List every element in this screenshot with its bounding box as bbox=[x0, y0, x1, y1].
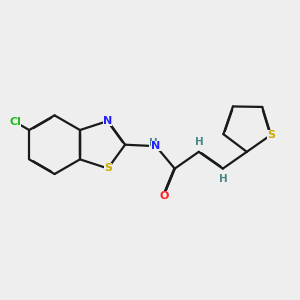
Text: H: H bbox=[219, 174, 228, 184]
Text: N: N bbox=[103, 116, 112, 126]
Text: O: O bbox=[160, 191, 169, 201]
Text: S: S bbox=[267, 130, 275, 140]
Text: N: N bbox=[151, 141, 160, 151]
Text: S: S bbox=[104, 164, 112, 173]
Text: H: H bbox=[195, 136, 204, 147]
Text: H: H bbox=[149, 138, 158, 148]
Text: Cl: Cl bbox=[9, 117, 21, 127]
